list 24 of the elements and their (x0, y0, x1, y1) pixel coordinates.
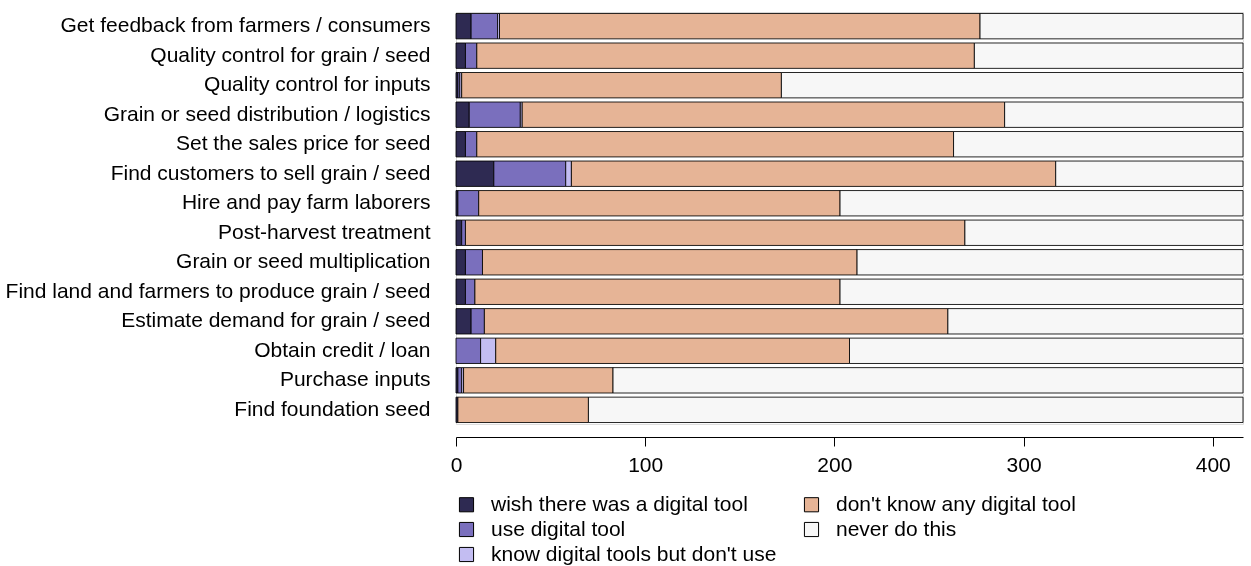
y-tick-label: Find foundation seed (234, 396, 431, 420)
x-tick-label: 200 (817, 452, 853, 476)
legend-label: wish there was a digital tool (490, 491, 748, 515)
y-tick-label: Quality control for inputs (204, 72, 431, 96)
y-tick-label: Post-harvest treatment (218, 219, 431, 243)
legend-label: know digital tools but don't use (491, 541, 777, 565)
legend-label: never do this (836, 516, 957, 540)
y-tick-label: Find customers to sell grain / seed (110, 160, 431, 184)
x-tick-label: 400 (1195, 452, 1231, 476)
y-tick-label: Obtain credit / loan (254, 337, 431, 361)
y-tick-label: Grain or seed distribution / logistics (103, 101, 431, 125)
x-tick-label: 100 (628, 452, 664, 476)
y-tick-label: Find land and farmers to produce grain / seed (5, 278, 431, 302)
x-tick-label: 0 (450, 452, 463, 476)
y-tick-label: Hire and pay farm laborers (181, 190, 431, 214)
legend-label: don't know any digital tool (836, 491, 1076, 515)
legend-label: use digital tool (491, 516, 626, 540)
y-tick-label: Quality control for grain / seed (150, 42, 431, 66)
x-tick-label: 300 (1006, 452, 1042, 476)
y-tick-label: Set the sales price for seed (176, 131, 431, 155)
y-tick-label: Purchase inputs (279, 367, 431, 391)
y-tick-label: Grain or seed multiplication (176, 249, 431, 273)
y-tick-label: Estimate demand for grain / seed (121, 308, 431, 332)
y-tick-label: Get feedback from farmers / consumers (60, 13, 431, 37)
